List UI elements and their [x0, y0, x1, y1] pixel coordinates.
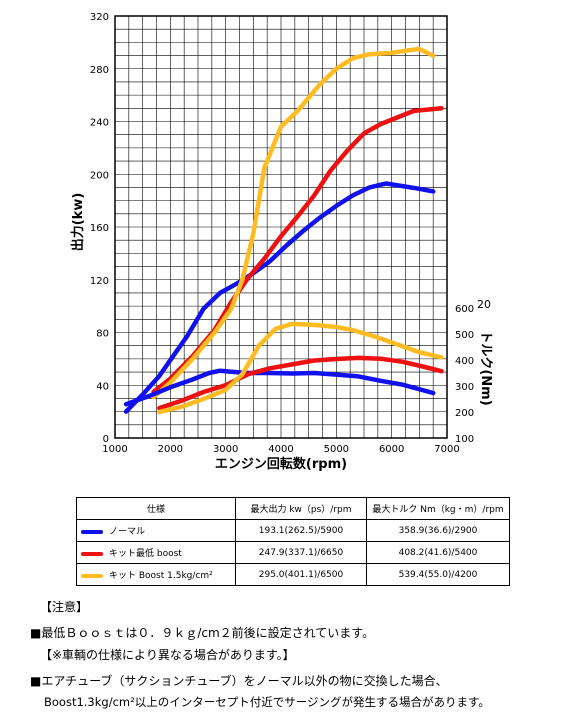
- y-tick-label-left: 80: [96, 329, 109, 340]
- tick-labels: 1000 2000 3000 4000 5000 6000 7000 0 40 80 120 160 2…: [90, 12, 474, 455]
- table-row: キット Boost 1.5kg/cm² 295.0(401.1)/6500 53…: [76, 563, 510, 586]
- header-spec: 仕様: [76, 497, 236, 520]
- series-lines: [123, 46, 444, 415]
- y-tick-label-left: 200: [90, 170, 109, 181]
- y-tick-label-left: 0: [103, 434, 109, 445]
- row-label-cell: ノーマル: [76, 519, 236, 542]
- x-tick-label: 1000: [102, 444, 127, 455]
- table-row: ノーマル 193.1(262.5)/5900 358.9(36.6)/2900: [76, 519, 510, 542]
- y-tick-label-right: 400: [455, 356, 474, 367]
- row-label-cell: キット最低 boost: [76, 541, 236, 564]
- y-tick-label-right: 500: [455, 330, 474, 341]
- header-max-power: 最大出力 kw（ps）/rpm: [235, 497, 367, 520]
- row-label-cell: キット Boost 1.5kg/cm²: [76, 563, 236, 586]
- series-line-power-2: [151, 46, 436, 400]
- x-tick-label: 6000: [379, 444, 404, 455]
- table-row: キット最低 boost 247.9(337.1)/6650 408.2(41.6…: [76, 541, 510, 564]
- power-cell: 193.1(262.5)/5900: [235, 519, 367, 542]
- row-label: キット Boost 1.5kg/cm²: [109, 571, 213, 581]
- notes-line-3: ■エアチューブ（サクションチューブ）をノーマル以外の物に交換した場合、: [30, 674, 448, 688]
- y-tick-label-left: 120: [90, 276, 109, 287]
- table-header-row: 仕様 最大出力 kw（ps）/rpm 最大トルク Nm（kg・m）/rpm: [76, 497, 510, 520]
- header-max-torque: 最大トルク Nm（kg・m）/rpm: [366, 497, 510, 520]
- legend-swatch-kit-low: [81, 551, 103, 556]
- x-axis-title: エンジン回転数(rpm): [215, 456, 347, 472]
- x-tick-label: 2000: [158, 444, 183, 455]
- notes-line-1: ■最低Ｂｏｏｓｔは０．９ｋｇ/cm２前後に設定されています。: [30, 626, 375, 640]
- spec-table: 仕様 最大出力 kw（ps）/rpm 最大トルク Nm（kg・m）/rpm ノー…: [76, 497, 510, 586]
- notes-line-4: Boost1.3kg/cm²以上のインターセプト付近でサージングが発生する場合が…: [44, 695, 490, 709]
- y-tick-label-left: 280: [90, 65, 109, 76]
- x-tick-label: 5000: [324, 444, 349, 455]
- y-tick-label-left: 40: [96, 381, 109, 392]
- series-line-torque-5: [157, 321, 444, 415]
- series-line-power-0: [123, 181, 436, 414]
- y-tick-label-left: 240: [90, 118, 109, 129]
- notes-line-2: 【※車輌の仕様により異なる場合があります。】: [40, 648, 295, 662]
- torque-cell: 408.2(41.6)/5400: [366, 541, 510, 564]
- x-tick-label: 4000: [268, 444, 293, 455]
- torque-cell: 539.4(55.0)/4200: [366, 563, 510, 586]
- y-tick-label-right: 200: [455, 408, 474, 419]
- y-tick-label-right: 600: [455, 304, 474, 315]
- y-tick-label-left: 160: [90, 223, 109, 234]
- row-label: ノーマル: [109, 527, 146, 537]
- power-cell: 295.0(401.1)/6500: [235, 563, 367, 586]
- notes-heading: 【注意】: [40, 600, 89, 614]
- x-tick-label: 7000: [434, 444, 459, 455]
- y-tick-label-right: 300: [455, 382, 474, 393]
- y-axis-title-left: 出力(kw): [70, 193, 86, 252]
- power-cell: 247.9(337.1)/6650: [235, 541, 367, 564]
- series-line-torque-4: [157, 355, 444, 411]
- annotation-20: 20: [477, 298, 491, 311]
- y-tick-label-left: 320: [90, 12, 109, 23]
- x-tick-label: 3000: [213, 444, 238, 455]
- row-label: キット最低 boost: [109, 549, 182, 559]
- y-axis-title-right: トルク(Nm): [478, 330, 493, 405]
- torque-cell: 358.9(36.6)/2900: [366, 519, 510, 542]
- legend-swatch-kit-boost: [81, 573, 103, 578]
- chart: 1000 2000 3000 4000 5000 6000 7000 0 40 80 120 160 2…: [70, 12, 493, 472]
- legend-swatch-normal: [81, 529, 103, 534]
- y-tick-label-right: 100: [455, 434, 474, 445]
